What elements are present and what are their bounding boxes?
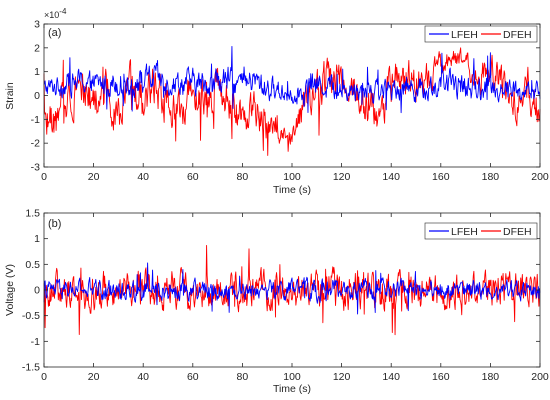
legend-label-dfeh-a: DFEH: [503, 29, 532, 41]
y-tick-label: 2: [34, 42, 40, 54]
x-tick-label: 200: [531, 171, 549, 183]
y-tick-label: 0: [34, 285, 40, 297]
y-tick-label: -3: [31, 162, 40, 174]
x-tick-label: 100: [283, 171, 301, 183]
series-lines-a: [43, 46, 541, 156]
x-ticks-a: 0 20 40 60 80 100 120 140 160 180 200: [41, 24, 549, 183]
y-tick-label: -1.5: [22, 362, 40, 374]
y-tick-label: -0.5: [22, 310, 40, 322]
y-ticks-b: -1.5 -1 -0.5 0 0.5 1 1.5: [22, 208, 540, 374]
y-tick-label: 1: [34, 66, 40, 78]
x-tick-label: 40: [137, 371, 149, 383]
legend-b: LFEH DFEH: [424, 222, 538, 240]
x-tick-label: 60: [187, 171, 199, 183]
series-line-dfeh: [43, 47, 541, 156]
x-tick-label: 160: [432, 371, 450, 383]
x-tick-label: 40: [137, 171, 149, 183]
y-ticks-a: -3 -2 -1 0 1 2 3: [31, 19, 540, 174]
x-tick-label: 100: [283, 371, 301, 383]
x-tick-label: 200: [531, 371, 549, 383]
y-exponent-base-a: ×10: [44, 10, 59, 20]
y-axis-label-a: Strain: [4, 82, 16, 110]
series-line-lfeh: [43, 46, 541, 114]
panel-a: 0 20 40 60 80 100 120 140 160 180 200 -3 -2 -1 0 1 2 3 (…: [4, 7, 549, 196]
x-tick-label: 0: [41, 171, 47, 183]
panel-label-a: (a): [48, 27, 61, 39]
y-tick-label: 3: [34, 19, 40, 31]
x-ticks-b: 0 20 40 60 80 100 120 140 160 180 200: [41, 213, 549, 383]
x-tick-label: 160: [432, 171, 450, 183]
y-tick-label: -1: [31, 336, 40, 348]
x-tick-label: 180: [482, 171, 500, 183]
y-tick-label: 0.5: [25, 259, 40, 271]
x-tick-label: 60: [187, 371, 199, 383]
x-tick-label: 20: [88, 171, 100, 183]
legend-label-lfeh-a: LFEH: [451, 29, 478, 41]
legend-a: LFEH DFEH: [424, 25, 538, 43]
x-tick-label: 80: [237, 171, 249, 183]
x-tick-label: 140: [382, 371, 400, 383]
legend-label-dfeh-b: DFEH: [503, 226, 532, 238]
panel-b: 0 20 40 60 80 100 120 140 160 180 200 -1.5-1-0.500…: [4, 208, 549, 396]
y-tick-label: 1.5: [25, 208, 40, 220]
y-axis-label-b: Voltage (V): [4, 264, 16, 316]
x-tick-label: 20: [88, 371, 100, 383]
series-line-lfeh: [43, 262, 541, 315]
x-tick-label: 120: [333, 171, 351, 183]
y-tick-label: 1: [34, 233, 40, 245]
x-axis-label-a: Time (s): [273, 184, 311, 196]
y-exponent-power-a: -4: [59, 7, 67, 16]
x-tick-label: 80: [237, 371, 249, 383]
series-line-dfeh: [43, 244, 541, 336]
y-tick-label: -1: [31, 114, 40, 126]
x-tick-label: 180: [482, 371, 500, 383]
x-tick-label: 0: [41, 371, 47, 383]
y-tick-label: 0: [34, 90, 40, 102]
legend-label-lfeh-b: LFEH: [451, 226, 478, 238]
y-exponent-a: ×10-4: [44, 7, 67, 20]
x-tick-label: 140: [382, 171, 400, 183]
x-tick-label: 120: [333, 371, 351, 383]
series-lines-b: [43, 244, 541, 336]
y-tick-label: -2: [31, 138, 40, 150]
panel-label-b: (b): [48, 218, 61, 230]
x-axis-label-b: Time (s): [273, 383, 311, 395]
